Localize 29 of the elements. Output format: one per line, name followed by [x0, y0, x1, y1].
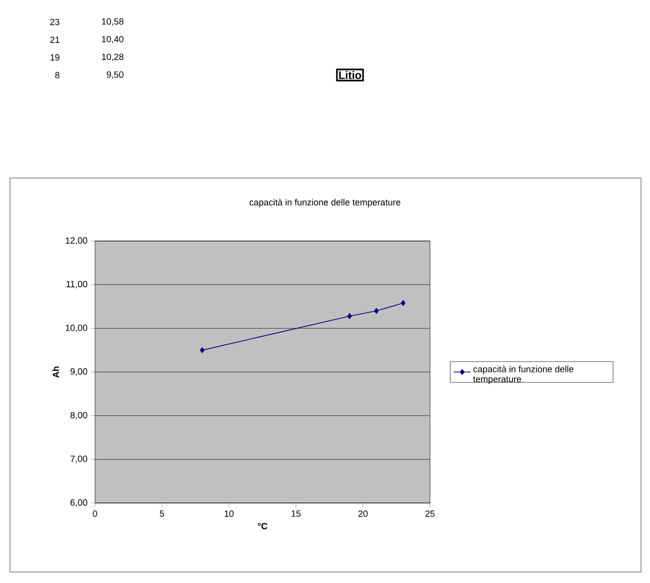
- y-tick-label: 8,00: [70, 412, 88, 420]
- text: 21: [50, 36, 60, 43]
- text: 19: [50, 54, 60, 61]
- text: 10,28: [102, 54, 124, 62]
- y-tick-label: 10,00: [66, 324, 88, 332]
- x-axis-title: °C: [258, 522, 268, 530]
- text: 10,58: [102, 18, 124, 26]
- point: [374, 308, 379, 314]
- y-tick-label: 6,00: [70, 499, 88, 507]
- x-tick-label: 5: [160, 510, 164, 517]
- text: 23: [50, 18, 60, 26]
- y-tick-label: 11,00: [66, 280, 88, 288]
- y-tick-label: 12,00: [66, 237, 88, 245]
- point: [200, 347, 204, 354]
- text: 8: [55, 72, 60, 78]
- y-tick-label: 7,00: [70, 456, 88, 464]
- text: Litio: [339, 70, 362, 80]
- text: 10,40: [102, 36, 124, 44]
- x-tick-label: 10: [224, 510, 234, 517]
- point: [400, 300, 406, 306]
- x-tick-label: 20: [358, 510, 368, 517]
- x-tick-label: 25: [425, 510, 435, 517]
- x-tick-label: 0: [92, 510, 98, 517]
- chart-title: capacità in funzione delle temperature: [250, 198, 400, 208]
- y-tick-label: 9,00: [70, 368, 88, 376]
- text: 9,50: [106, 71, 124, 79]
- point: [347, 313, 352, 320]
- x-tick-label: 15: [292, 510, 301, 517]
- y-axis-title: Ah: [52, 366, 59, 378]
